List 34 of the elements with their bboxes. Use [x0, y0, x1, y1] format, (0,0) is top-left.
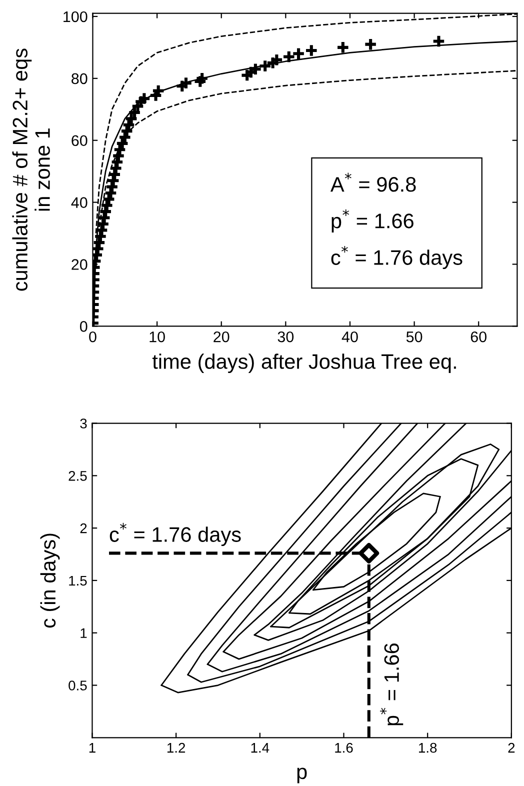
y-axis-title: c (in days) — [40, 534, 60, 628]
x-tick-label: 1.2 — [167, 742, 186, 753]
x-tick-label: 1.6 — [335, 742, 353, 753]
ref-line-label: p$^{*}$ = 1.66 — [380, 644, 404, 726]
x-tick-label: 20 — [214, 331, 230, 342]
annotation: c$^{*}$ = 1.76 days — [331, 246, 462, 270]
annotation: A$^{*}$ = 96.8 — [330, 172, 416, 192]
x-tick-label: 1 — [89, 743, 96, 753]
x-tick-label: 40 — [342, 331, 358, 342]
x-tick-label: 1.4 — [251, 743, 270, 753]
x-tick-label: 2 — [508, 742, 515, 753]
x-axis-title: p — [297, 768, 307, 784]
x-tick-label: 60 — [470, 331, 487, 342]
x-tick-label: 50 — [406, 331, 422, 342]
y-tick-label: 2 — [80, 523, 87, 534]
x-tick-label: 0 — [89, 331, 96, 342]
y-tick-label: 20 — [72, 259, 88, 270]
x-tick-label: 1.8 — [418, 742, 437, 753]
y-tick-label: 1.5 — [69, 576, 87, 586]
y-tick-label: 2.5 — [68, 470, 87, 481]
y-tick-label: 40 — [71, 197, 88, 208]
y-axis-title: cumulative # of M2.2+ eqs in zone 1 — [12, 48, 50, 291]
x-tick-label: 30 — [278, 331, 294, 342]
annotation: p$^{*}$ = 1.66 — [332, 209, 414, 232]
y-tick-label: 80 — [72, 73, 88, 84]
y-tick-label: 60 — [72, 135, 88, 146]
y-tick-label: 0.5 — [68, 680, 87, 690]
y-tick-label: 0 — [80, 321, 88, 332]
ref-line-label: c$^{*}$ = 1.76 days — [110, 522, 241, 546]
x-tick-label: 10 — [150, 331, 165, 342]
x-axis-title: time (days) after Joshua Tree eq. — [152, 354, 456, 374]
y-tick-label: 3 — [80, 418, 87, 428]
y-tick-label: 100 — [64, 11, 88, 22]
y-tick-label: 1 — [80, 628, 87, 638]
